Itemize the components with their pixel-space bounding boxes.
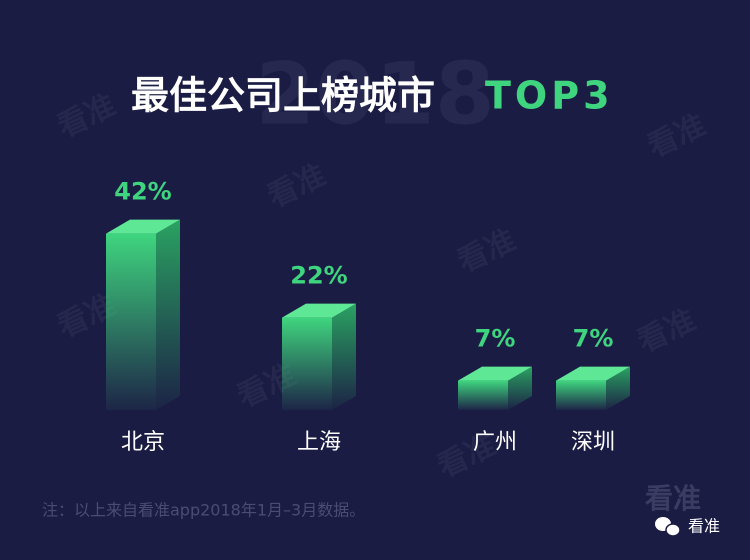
bar-top — [282, 303, 356, 318]
value-label: 7% — [475, 325, 516, 353]
wechat-name: 看准 — [688, 517, 720, 536]
watermark-year: 2018 — [255, 44, 494, 144]
wechat-icon — [655, 517, 681, 537]
bar-top — [458, 366, 532, 381]
bar-top — [556, 366, 630, 381]
value-label: 42% — [114, 178, 171, 206]
bar — [556, 380, 606, 410]
bar — [458, 380, 508, 410]
footnote: 注：以上来自看准app2018年1月–3月数据。 — [42, 501, 365, 520]
logo: 看准 — [645, 482, 701, 515]
bar-top — [106, 219, 180, 234]
value-label: 22% — [290, 262, 347, 290]
x-tick-label: 深圳 — [571, 430, 615, 455]
bar-side — [606, 366, 630, 410]
bar — [106, 233, 156, 410]
x-tick-label: 广州 — [473, 430, 517, 455]
x-tick-label: 上海 — [297, 430, 341, 455]
x-tick-label: 北京 — [121, 430, 165, 455]
bar-side — [156, 219, 180, 410]
bar — [282, 317, 332, 410]
chart-title: 最佳公司上榜城市 — [131, 74, 435, 118]
value-label: 7% — [573, 325, 614, 353]
chart-title-highlight: TOP3 — [485, 74, 614, 118]
bar-side — [332, 303, 356, 410]
bar-side — [508, 366, 532, 410]
